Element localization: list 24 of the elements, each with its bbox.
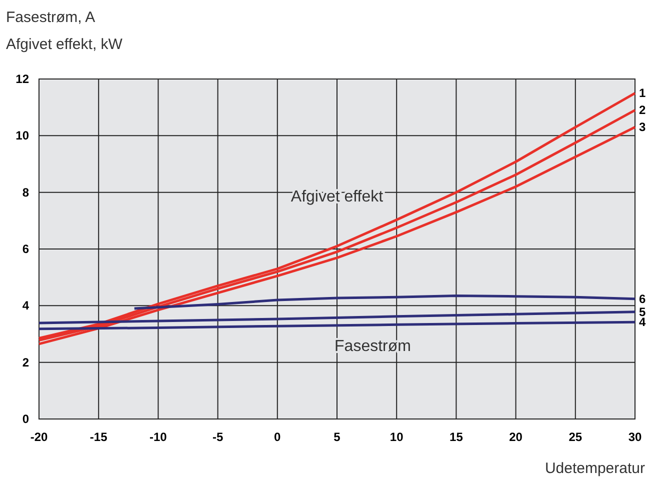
- y-tick-label: 4: [22, 298, 30, 313]
- x-tick-label: -15: [90, 430, 108, 444]
- y-tick-label: 8: [22, 185, 30, 200]
- series-label: 3: [639, 120, 646, 134]
- x-tick-label: 30: [628, 430, 642, 444]
- x-tick-label: -5: [212, 430, 224, 444]
- y-tick-label: 12: [16, 72, 30, 86]
- x-axis-title: Udetemperatur: [544, 460, 645, 477]
- x-tick-label: 5: [334, 430, 341, 444]
- y-tick-label: 0: [22, 412, 30, 426]
- series-label: 1: [639, 86, 646, 100]
- x-tick-label: -20: [30, 430, 48, 444]
- y-tick-label: 6: [22, 242, 30, 256]
- x-tick-label: 25: [568, 430, 582, 444]
- x-tick-label: 15: [450, 430, 464, 444]
- y-tick-label: 10: [16, 128, 30, 143]
- x-tick-label: 0: [274, 430, 282, 444]
- x-tick-label: 20: [509, 430, 523, 444]
- y-tick-label: 2: [22, 355, 30, 370]
- x-tick-label: -10: [150, 430, 168, 444]
- series-label: 6: [639, 292, 646, 306]
- x-tick-label: 10: [390, 430, 404, 444]
- series-label: 2: [639, 103, 646, 118]
- y-axis-title: Fasestrøm, A Afgivet effekt, kW: [6, 9, 124, 53]
